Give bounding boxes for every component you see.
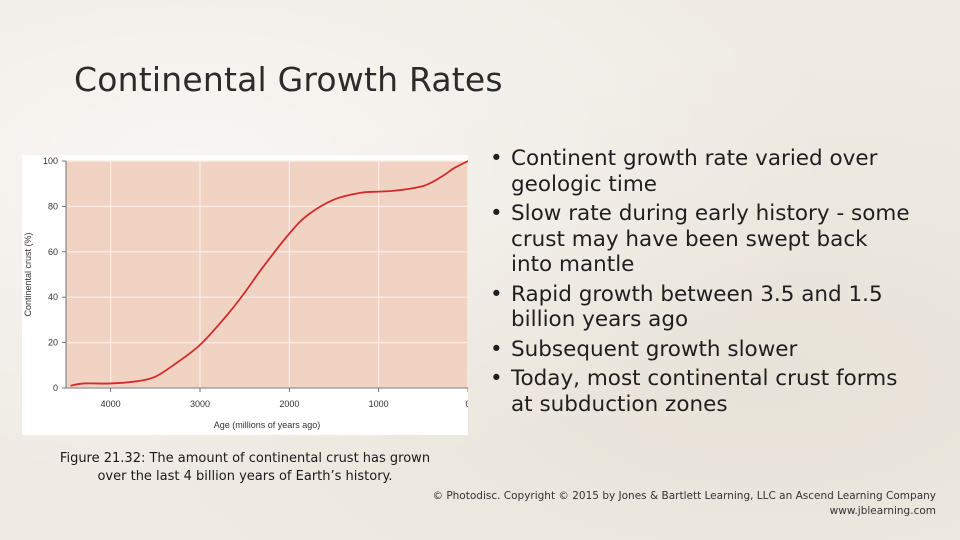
- bullet-text: Today, most continental crust forms at s…: [511, 366, 898, 417]
- bullet-text: Subsequent growth slower: [511, 336, 798, 362]
- copyright-line: © Photodisc. Copyright © 2015 by Jones &…: [432, 490, 936, 502]
- bullet-text: Slow rate during early history - some cr…: [511, 201, 910, 277]
- x-tick-label: 3000: [190, 399, 210, 409]
- y-tick-label: 60: [48, 247, 58, 257]
- x-tick-label: 0: [465, 399, 468, 409]
- copyright-url: www.jblearning.com: [829, 505, 936, 517]
- x-tick-label: 4000: [101, 399, 121, 409]
- slide-title: Continental Growth Rates: [74, 60, 503, 99]
- caption-line-1: Figure 21.32: The amount of continental …: [59, 451, 431, 466]
- bullet-glyph: •: [490, 336, 503, 362]
- bullet-item: • Slow rate during early history - some c…: [490, 201, 910, 278]
- y-tick-label: 40: [48, 292, 58, 302]
- bullet-text: Continent growth rate varied over geolog…: [511, 146, 878, 197]
- x-tick-label: 2000: [279, 399, 299, 409]
- y-tick-label: 20: [48, 338, 58, 348]
- bullet-item: • Subsequent growth slower: [490, 337, 910, 363]
- figure-caption: Figure 21.32: The amount of continental …: [30, 450, 460, 486]
- y-axis-label: Continental crust (%): [23, 232, 33, 316]
- bullet-item: • Today, most continental crust forms at …: [490, 366, 910, 417]
- caption-line-2: over the last 4 billion years of Earth’s…: [97, 469, 393, 484]
- bullet-list: • Continent growth rate varied over geolo…: [490, 146, 910, 421]
- bullet-glyph: •: [490, 366, 503, 391]
- crust-growth-curve: [70, 160, 469, 387]
- bullet-text: Rapid growth between 3.5 and 1.5 billion…: [511, 281, 883, 333]
- y-tick-label: 80: [48, 201, 58, 211]
- bullet-item: • Rapid growth between 3.5 and 1.5 billio…: [490, 282, 910, 333]
- bullet-item: • Continent growth rate varied over geolo…: [490, 146, 910, 197]
- chart-svg: 0 20 40 60 80 100 4000 3000 2000 1000 0 Age (millio…: [22, 155, 471, 435]
- copyright-notice: © Photodisc. Copyright © 2015 by Jones &…: [432, 489, 936, 519]
- bullet-glyph: •: [490, 201, 503, 226]
- y-tick-label: 0: [53, 383, 58, 393]
- crust-growth-chart: 0 20 40 60 80 100 4000 3000 2000 1000 0 Age (millio…: [22, 155, 471, 435]
- plot-area: [66, 161, 468, 388]
- bullet-glyph: •: [490, 281, 503, 307]
- x-tick-label: 1000: [369, 399, 389, 409]
- x-axis-label: Age (millions of years ago): [214, 420, 321, 430]
- bullet-glyph: •: [490, 146, 503, 171]
- y-tick-label: 100: [43, 156, 58, 166]
